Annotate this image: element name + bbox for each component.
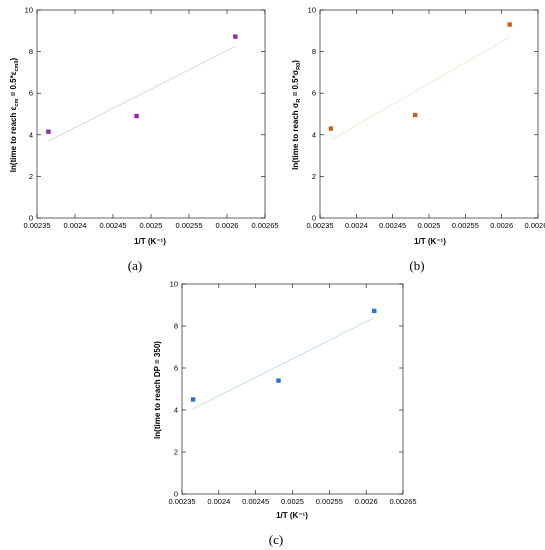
chart-panel-a: 0.00235 0.0024 0.00245 0.0025 0.00255 0.0026 0…	[9, 6, 279, 274]
x-tick-label: 0.00235	[306, 221, 333, 230]
trend-line	[192, 317, 375, 410]
y-tick-label: 8	[29, 47, 33, 56]
x-tick-label: 0.0024	[345, 221, 368, 230]
x-tick-label: 0.00255	[452, 221, 479, 230]
x-tick-label: 0.0026	[216, 221, 239, 230]
data-point	[328, 126, 334, 131]
y-axis-label-part: = 0.5*σ	[291, 69, 300, 98]
y-axis-label-part: )	[291, 60, 300, 63]
x-tick-label: 0.0026	[355, 497, 378, 506]
x-tick-label: 0.00265	[251, 221, 278, 230]
y-axis-label-part: cm0	[14, 60, 20, 71]
chart-panel-b: 0.00235 0.0024 0.00245 0.0025 0.00255 0.0026 0…	[291, 6, 545, 274]
plot-frame	[181, 283, 404, 495]
y-axis-label-part: ln(time to reach σ	[291, 102, 300, 170]
y-axis-label-part: = 0.5*ε	[9, 71, 18, 98]
data-point	[190, 397, 196, 402]
x-tick-label: 0.0025	[418, 221, 441, 230]
plot-frame	[36, 9, 266, 219]
y-tick-label: 8	[312, 47, 316, 56]
x-tick-label: 0.00245	[379, 221, 406, 230]
y-axis-label-part: R	[296, 99, 302, 103]
y-tick-label: 4	[174, 406, 178, 415]
y-tick-label: 6	[174, 364, 178, 373]
data-point	[372, 308, 377, 314]
y-tick-label: 2	[174, 448, 178, 457]
panel-caption: (c)	[269, 532, 283, 547]
panel-caption: (a)	[128, 258, 142, 273]
y-tick-label: 4	[312, 130, 316, 139]
x-axis-label: 1/T (K⁻¹)	[414, 237, 446, 246]
y-axis-label: ln(time to reach σR = 0.5*σR0)	[291, 60, 302, 170]
x-tick-label: 0.0026	[490, 221, 513, 230]
y-axis-label-part: ln(time to reach DP = 350)	[153, 341, 162, 439]
plot-frame	[319, 9, 539, 219]
data-point	[134, 113, 139, 119]
y-tick-label: 0	[174, 490, 178, 499]
y-tick-label: 6	[29, 89, 33, 98]
x-tick-label: 0.00255	[175, 221, 202, 230]
y-tick-label: 10	[308, 6, 316, 15]
data-point	[233, 34, 238, 39]
y-tick-label: 2	[29, 172, 33, 181]
x-axis-label: 1/T (K⁻¹)	[276, 511, 308, 520]
y-axis-label: ln(time to reach DP = 350)	[153, 341, 162, 439]
trend-line	[330, 36, 510, 141]
trend-line	[48, 46, 236, 142]
y-axis-label-part: cm	[14, 99, 20, 107]
x-tick-label: 0.0025	[140, 221, 163, 230]
x-tick-label: 0.00235	[23, 221, 50, 230]
x-axis-label: 1/T (K⁻¹)	[134, 237, 166, 246]
y-tick-label: 6	[312, 89, 316, 98]
data-point	[412, 112, 418, 118]
y-axis-label-part: R0	[296, 63, 302, 70]
y-tick-label: 0	[29, 214, 33, 223]
y-axis-label-part: )	[9, 57, 18, 60]
x-tick-label: 0.0024	[207, 497, 230, 506]
panel-caption: (b)	[409, 258, 424, 273]
x-tick-label: 0.00235	[168, 497, 195, 506]
data-point	[46, 129, 51, 134]
y-axis-label: ln(time to reach εcm = 0.5*εcm0)	[9, 57, 20, 172]
x-tick-label: 0.00255	[316, 497, 343, 506]
x-tick-label: 0.00245	[242, 497, 269, 506]
data-point	[276, 378, 281, 383]
y-tick-label: 10	[25, 6, 33, 15]
x-tick-label: 0.00245	[99, 221, 126, 230]
x-tick-label: 0.0025	[281, 497, 304, 506]
y-tick-label: 2	[312, 172, 316, 181]
y-axis-label-part: ln(time to reach ε	[9, 106, 18, 172]
x-tick-label: 0.00265	[389, 497, 416, 506]
x-tick-label: 0.0024	[64, 221, 87, 230]
x-tick-label: 0.00265	[524, 221, 545, 230]
chart-panel-c: 0.00235 0.0024 0.00245 0.0025 0.00255 0.0026 0…	[153, 280, 417, 548]
data-point	[507, 22, 512, 27]
y-tick-label: 0	[312, 214, 316, 223]
y-tick-label: 10	[170, 280, 178, 289]
y-tick-label: 8	[174, 322, 178, 331]
y-tick-label: 4	[29, 130, 33, 139]
